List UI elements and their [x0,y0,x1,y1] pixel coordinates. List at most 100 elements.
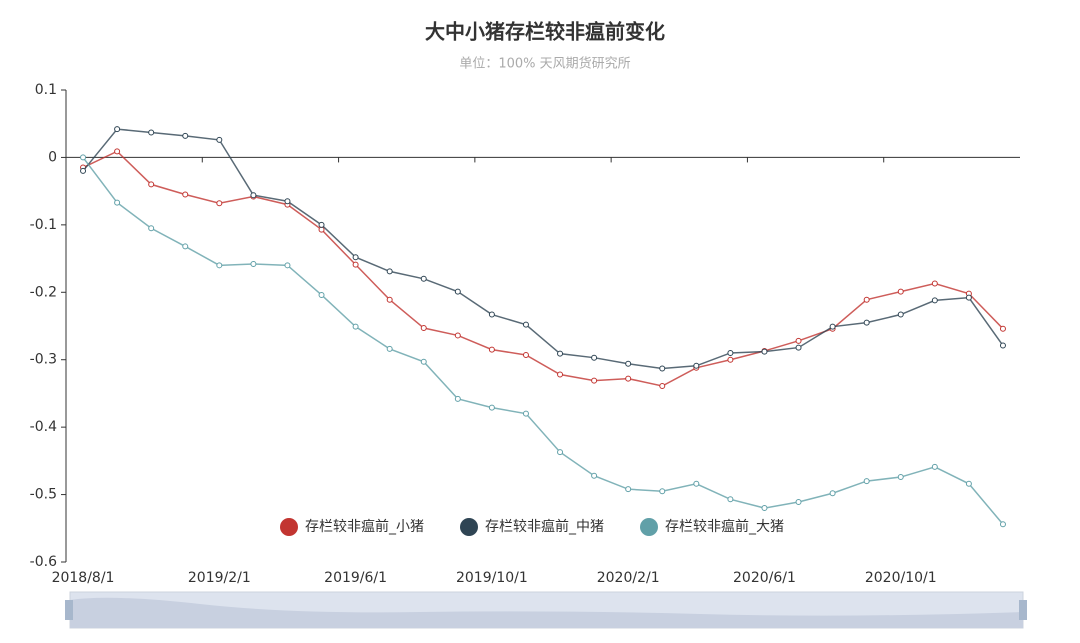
point [522,351,529,358]
series-line [82,150,1004,387]
point [727,496,734,503]
point [591,472,598,479]
point [488,404,495,411]
point [727,349,734,356]
point [420,275,427,282]
legend-label: 存栏较非瘟前_小猪 [305,518,424,535]
point [386,296,393,303]
point [897,288,904,295]
series-line [82,128,1004,370]
point [863,319,870,326]
point [182,132,189,139]
legend-swatch [640,518,658,536]
y-tick-label: -0.4 [30,419,57,435]
zoom-shadow [70,597,1023,628]
y-tick-label: -0.3 [30,352,57,368]
point [557,371,564,378]
point [931,297,938,304]
y-tick-label: -0.6 [30,554,57,570]
y-tick-label: 0.1 [35,82,57,98]
point [795,337,802,344]
point [182,243,189,250]
point [693,480,700,487]
point [216,136,223,143]
x-tick-label: 2020/6/1 [733,570,796,586]
point [250,260,257,267]
x-tick-label: 2020/10/1 [865,570,937,586]
point [386,268,393,275]
point [897,474,904,481]
point [352,261,359,268]
point [148,225,155,232]
point [148,181,155,188]
point [625,360,632,367]
point [863,296,870,303]
chart-title: 大中小猪存栏较非瘟前变化 [425,20,665,44]
point [693,362,700,369]
y-tick-label: -0.5 [30,487,57,503]
point [420,358,427,365]
point [591,377,598,384]
point [182,191,189,198]
y-tick-label: -0.1 [30,217,57,233]
point [352,323,359,330]
point [216,262,223,269]
point [999,342,1006,349]
data-zoom[interactable] [65,591,1027,629]
point [897,311,904,318]
y-tick-label: 0 [48,149,57,165]
point [659,488,666,495]
point [591,354,598,361]
point [454,395,461,402]
point [318,291,325,298]
point [931,280,938,287]
point [829,490,836,497]
point [284,262,291,269]
x-tick-label: 2019/2/1 [188,570,251,586]
point [625,375,632,382]
point [216,200,223,207]
chart-subtitle: 单位：100% 天风期货研究所 [459,56,630,72]
point [999,325,1006,332]
point [829,323,836,330]
point [80,167,87,174]
point [761,505,768,512]
point [420,325,427,332]
point [931,463,938,470]
point [488,311,495,318]
legend-swatch [460,518,478,536]
point [965,294,972,301]
point [522,410,529,417]
x-tick-label: 2018/8/1 [52,570,115,586]
point [80,154,87,161]
point [454,288,461,295]
point [148,129,155,136]
point [727,356,734,363]
point [114,148,121,155]
point [965,480,972,487]
point [863,478,870,485]
x-tick-label: 2019/10/1 [456,570,528,586]
point [352,254,359,261]
point [625,486,632,493]
point [318,221,325,228]
zoom-handle[interactable] [1019,600,1027,620]
point [795,344,802,351]
point [999,521,1006,528]
point [557,350,564,357]
point [250,192,257,199]
zoom-handle[interactable] [65,600,73,620]
y-tick-label: -0.2 [30,284,57,300]
series-line [82,156,1004,525]
x-tick-label: 2019/6/1 [324,570,387,586]
point [114,199,121,206]
legend-label: 存栏较非瘟前_大猪 [665,518,784,535]
point [386,345,393,352]
point [114,126,121,133]
point [659,365,666,372]
legend-label: 存栏较非瘟前_中猪 [485,518,604,535]
point [557,449,564,456]
point [522,321,529,328]
point [284,198,291,205]
